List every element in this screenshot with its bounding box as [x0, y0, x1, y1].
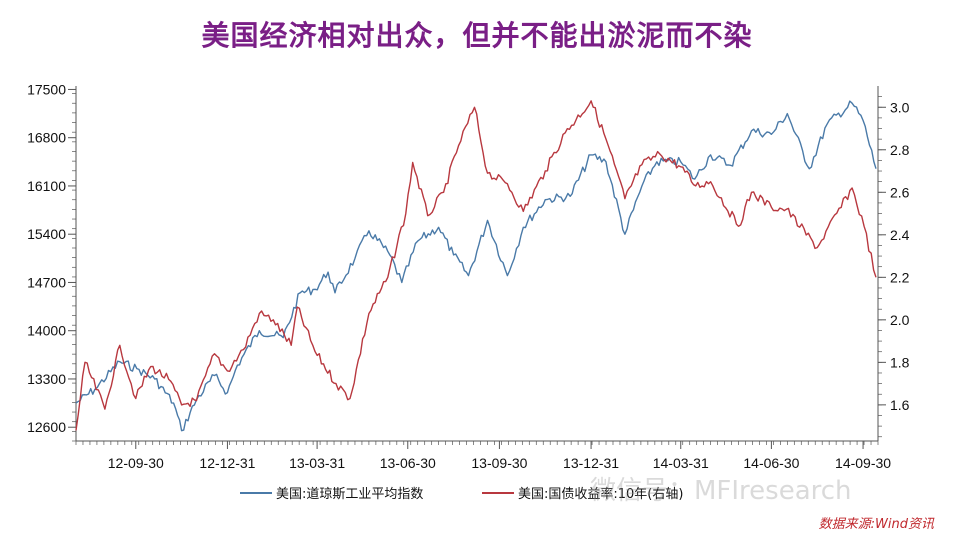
y-left-tick-label: 12600 [27, 419, 66, 435]
y-right-tick-label: 2.6 [890, 184, 910, 200]
legend-label-dow: 美国:道琼斯工业平均指数 [276, 487, 423, 502]
y-left-tick-label: 17500 [27, 81, 66, 97]
y-right-tick-label: 3.0 [890, 99, 910, 115]
source-note: 数据来源:Wind资讯 [818, 517, 934, 532]
treasury-yield-line [75, 100, 877, 431]
y-left-tick-label: 15400 [27, 226, 66, 242]
axes [68, 86, 886, 449]
legend-label-treasury: 美国:国债收益率:10年(右轴) [518, 486, 683, 502]
series-lines [75, 100, 877, 432]
x-tick-label: 13-03-31 [289, 455, 345, 471]
y-left-tick-label: 14000 [27, 323, 66, 339]
y-left-tick-label: 13300 [27, 371, 66, 387]
x-tick-label: 14-09-30 [835, 455, 891, 471]
tick-labels: 12600 13300 14000 14700 15400 16100 16800 17500… [27, 81, 910, 471]
x-tick-label: 13-09-30 [471, 455, 527, 471]
x-tick-label: 14-03-31 [653, 455, 709, 471]
y-right-tick-label: 1.8 [890, 354, 910, 370]
x-tick-label: 12-09-30 [108, 455, 164, 471]
y-left-tick-label: 16100 [27, 178, 66, 194]
y-left-tick-label: 16800 [27, 130, 66, 146]
y-right-tick-label: 1.6 [890, 397, 910, 413]
x-tick-label: 14-06-30 [743, 455, 799, 471]
y-right-tick-label: 2.2 [890, 269, 910, 285]
y-left-tick-label: 14700 [27, 274, 66, 290]
x-tick-label: 12-12-31 [199, 455, 255, 471]
y-right-tick-label: 2.8 [890, 142, 910, 158]
watermark: 微信号：MFIresearch [590, 476, 852, 506]
chart-title: 美国经济相对出众，但并不能出淤泥而不染 [201, 19, 753, 52]
y-right-tick-label: 2.0 [890, 312, 910, 328]
legend: 美国:道琼斯工业平均指数 美国:国债收益率:10年(右轴) [240, 486, 683, 502]
x-tick-label: 13-06-30 [380, 455, 436, 471]
dow-jones-line [75, 100, 877, 432]
y-right-tick-label: 2.4 [890, 227, 910, 243]
x-tick-label: 13-12-31 [563, 455, 619, 471]
